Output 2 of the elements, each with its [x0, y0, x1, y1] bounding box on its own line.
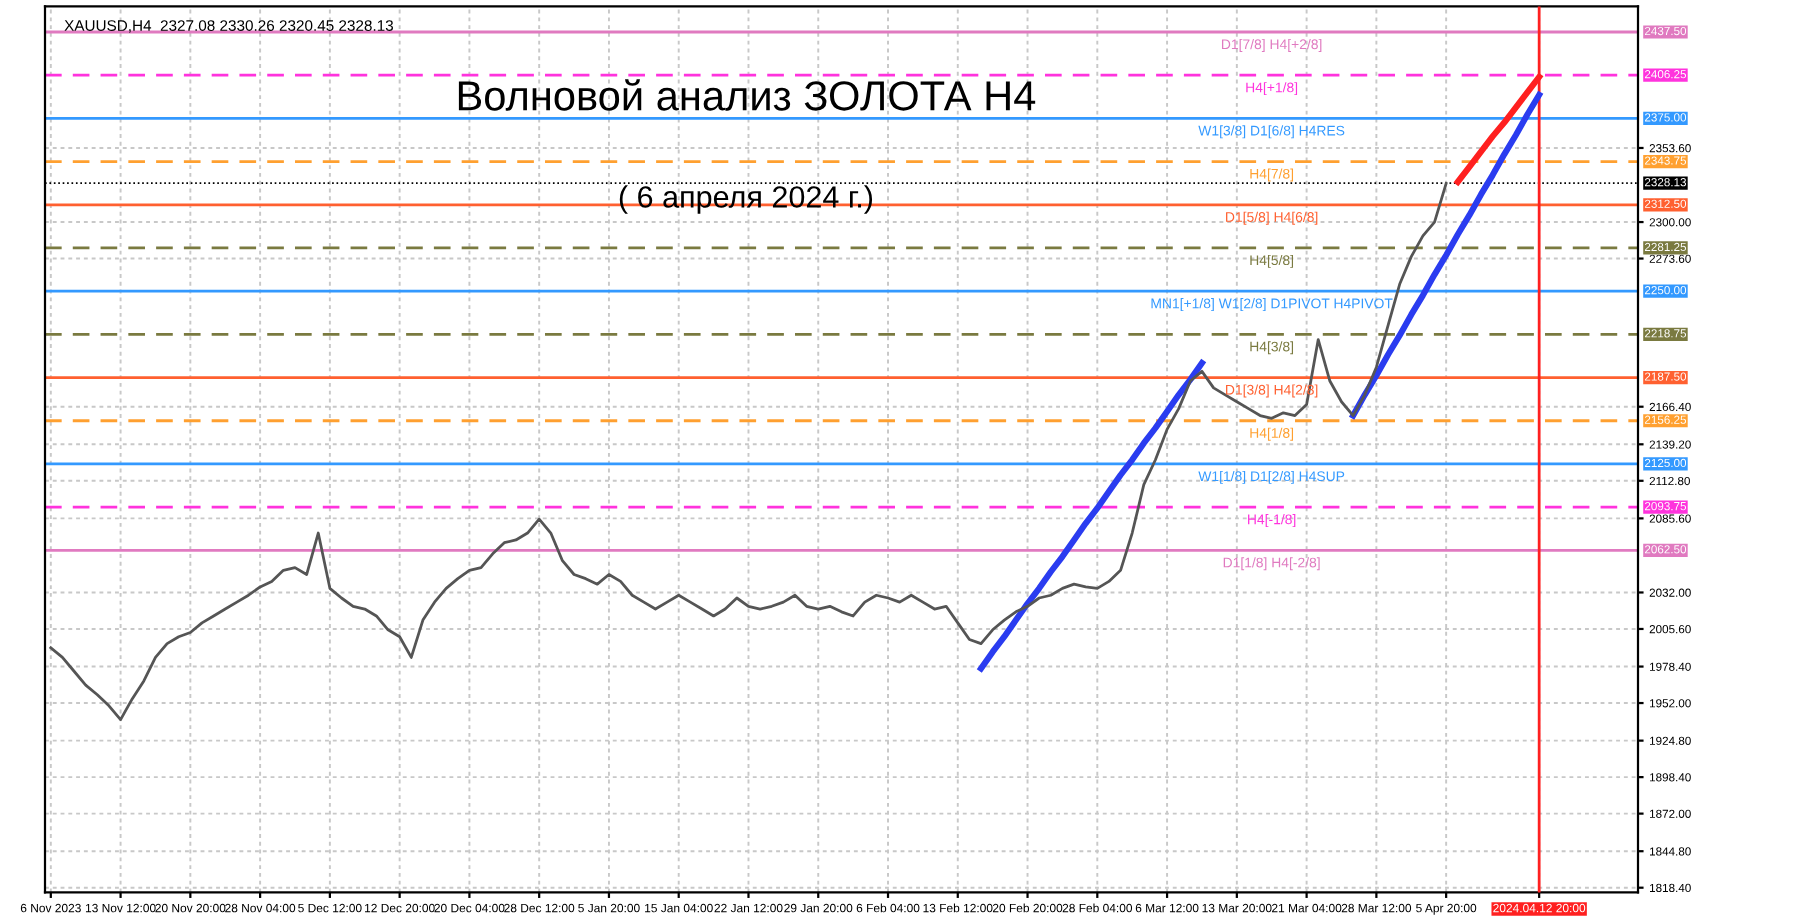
line-series: [49, 181, 1448, 722]
text: Волновой анализ ЗОЛОТА H4: [458, 79, 1036, 111]
